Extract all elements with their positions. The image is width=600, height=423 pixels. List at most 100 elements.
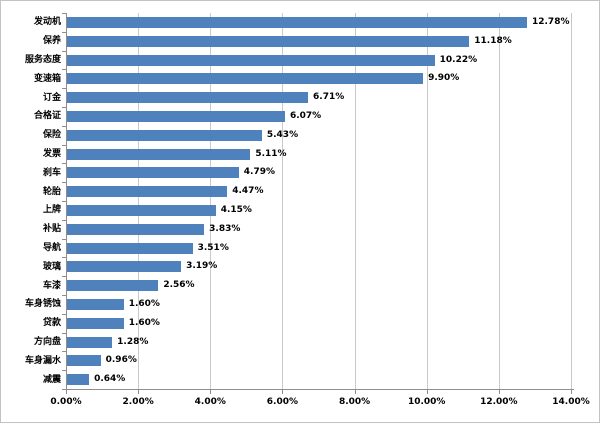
- bar-row: 9.90%: [66, 73, 571, 85]
- bar: [66, 186, 228, 198]
- y-tick-mark: [62, 313, 66, 315]
- bar-row: 12.78%: [66, 16, 571, 28]
- category-label: 轮胎: [42, 186, 61, 197]
- y-tick-mark: [62, 351, 66, 353]
- bar: [66, 54, 435, 66]
- category-label: 变速箱: [33, 73, 61, 84]
- x-tick-mark: [66, 390, 67, 394]
- bar-row: 3.19%: [66, 261, 571, 273]
- gridline: [498, 13, 500, 389]
- y-tick-mark: [62, 144, 66, 146]
- category-label: 订金: [42, 92, 61, 103]
- category-label: 保险: [42, 130, 61, 141]
- x-tick-mark: [571, 390, 572, 394]
- y-tick-mark: [62, 88, 66, 90]
- x-tick-label: 10.00%: [407, 397, 446, 407]
- bar: [66, 16, 527, 28]
- x-tick-mark: [282, 390, 284, 394]
- plot-area: 12.78% 11.18% 10.22% 9.90% 6.71% 6.07% 5.43% 5.…: [66, 13, 572, 389]
- bar: [66, 317, 124, 329]
- bar: [66, 280, 159, 292]
- value-label: 9.90%: [428, 73, 460, 84]
- value-label: 2.56%: [163, 280, 195, 291]
- bar: [66, 374, 90, 386]
- gridline: [426, 13, 428, 389]
- bar-row: 5.43%: [66, 129, 571, 141]
- category-label: 合格证: [33, 111, 61, 122]
- value-label: 3.83%: [209, 223, 241, 234]
- x-tick-label: 0.00%: [50, 397, 82, 407]
- value-label: 4.79%: [243, 167, 276, 178]
- y-tick-mark: [62, 50, 66, 52]
- x-tick-label: 14.00%: [552, 397, 590, 407]
- x-tick-label: 4.00%: [194, 397, 226, 407]
- value-label: 6.07%: [289, 110, 322, 121]
- gridline: [210, 13, 212, 389]
- y-tick-mark: [62, 31, 66, 33]
- y-tick-mark: [62, 238, 66, 240]
- category-label: 上牌: [42, 205, 61, 216]
- y-tick-mark: [62, 107, 66, 108]
- value-label: 1.60%: [128, 317, 160, 328]
- bar: [66, 148, 251, 160]
- bar-row: 2.56%: [66, 280, 571, 292]
- gridline: [282, 13, 284, 389]
- bar-row: 4.79%: [66, 167, 571, 179]
- bar: [66, 355, 101, 367]
- x-tick-label: 12.00%: [480, 397, 518, 407]
- value-label: 4.47%: [232, 186, 264, 197]
- value-label: 3.51%: [197, 242, 229, 253]
- y-axis-line: [66, 13, 67, 390]
- category-label: 车身漏水: [24, 355, 61, 366]
- gridline: [138, 13, 140, 389]
- value-label: 4.15%: [220, 204, 252, 215]
- category-label: 减震: [42, 374, 61, 385]
- bar: [66, 92, 309, 104]
- x-tick-mark: [138, 390, 140, 394]
- value-label: 5.43%: [266, 129, 299, 140]
- value-label: 0.64%: [94, 374, 126, 385]
- bar-row: 10.22%: [66, 54, 571, 66]
- category-label: 补贴: [42, 224, 61, 235]
- x-tick-label: 8.00%: [338, 397, 371, 407]
- value-label: 5.11%: [255, 148, 287, 159]
- bar: [66, 242, 193, 254]
- bar: [66, 298, 124, 310]
- gridline: [354, 13, 356, 389]
- y-tick-mark: [62, 201, 66, 202]
- y-tick-mark: [62, 332, 66, 334]
- bar-row: 11.18%: [66, 35, 571, 47]
- bar-row: 4.47%: [66, 186, 571, 198]
- x-tick-mark: [426, 390, 428, 394]
- bar-row: 1.60%: [66, 298, 571, 310]
- category-label: 保养: [42, 36, 61, 47]
- y-tick-mark: [62, 182, 66, 184]
- value-label: 1.60%: [128, 298, 160, 309]
- bar-row: 3.51%: [66, 242, 571, 254]
- value-label: 0.96%: [105, 355, 137, 366]
- value-label: 11.18%: [474, 35, 512, 46]
- bar: [66, 129, 262, 141]
- bar-row: 3.83%: [66, 223, 571, 235]
- y-tick-mark: [62, 125, 66, 127]
- bar: [66, 261, 182, 273]
- value-label: 6.71%: [313, 92, 345, 103]
- bar: [66, 110, 285, 122]
- bar-row: 1.28%: [66, 336, 571, 348]
- x-tick-mark: [498, 390, 500, 394]
- bar: [66, 223, 205, 235]
- x-tick-label: 6.00%: [266, 397, 299, 407]
- x-tick-mark: [354, 390, 356, 394]
- category-label: 服务态度: [24, 55, 61, 65]
- category-label: 车身锈蚀: [24, 299, 61, 310]
- bar: [66, 35, 470, 47]
- y-tick-mark: [62, 13, 66, 14]
- bar-row: 4.15%: [66, 204, 571, 216]
- bar: [66, 167, 239, 179]
- category-label: 发票: [42, 149, 61, 159]
- bar-row: 5.11%: [66, 148, 571, 160]
- bar-row: 0.96%: [66, 355, 571, 367]
- category-label: 导航: [42, 243, 61, 253]
- bar-row: 6.71%: [66, 92, 571, 104]
